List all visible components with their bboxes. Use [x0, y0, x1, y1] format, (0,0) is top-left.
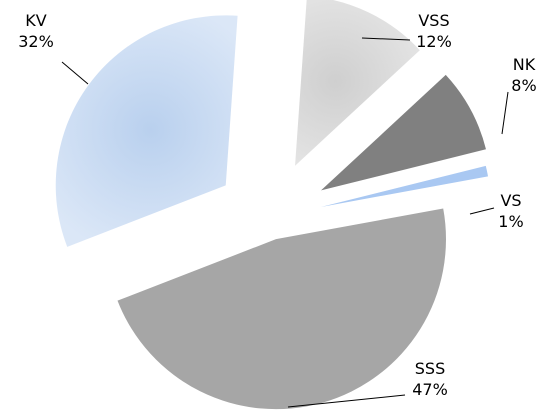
slice-label-vss: VSS: [418, 11, 449, 30]
leader-lines: [61, 37, 509, 408]
slice-value-kv: 32%: [18, 32, 54, 51]
slice-label-vs: VS: [500, 191, 521, 210]
slice-value-vs: 1%: [498, 212, 523, 231]
leader-line-kv: [61, 61, 89, 85]
slice-label-kv: KV: [25, 11, 46, 30]
slice-value-nk: 8%: [511, 76, 536, 95]
pie-slice-vs: [320, 165, 489, 208]
pie-slice-vss: [295, 0, 420, 166]
leader-line-sss: [287, 394, 406, 408]
leader-line-vss: [361, 37, 411, 41]
slice-label-sss: SSS: [415, 359, 445, 378]
pie-slice-nk: [321, 74, 486, 191]
leader-line-vs: [469, 207, 495, 215]
pie-labels: VSS 12% NK 8% VS 1% SSS 47% KV 32%: [18, 11, 536, 399]
slice-value-vss: 12%: [416, 32, 452, 51]
slice-value-sss: 47%: [412, 380, 448, 399]
leader-line-nk: [501, 91, 509, 135]
slice-label-nk: NK: [513, 55, 536, 74]
pie-slices: [55, 0, 489, 410]
pie-slice-sss: [117, 208, 446, 410]
pie-slice-kv: [55, 15, 238, 247]
